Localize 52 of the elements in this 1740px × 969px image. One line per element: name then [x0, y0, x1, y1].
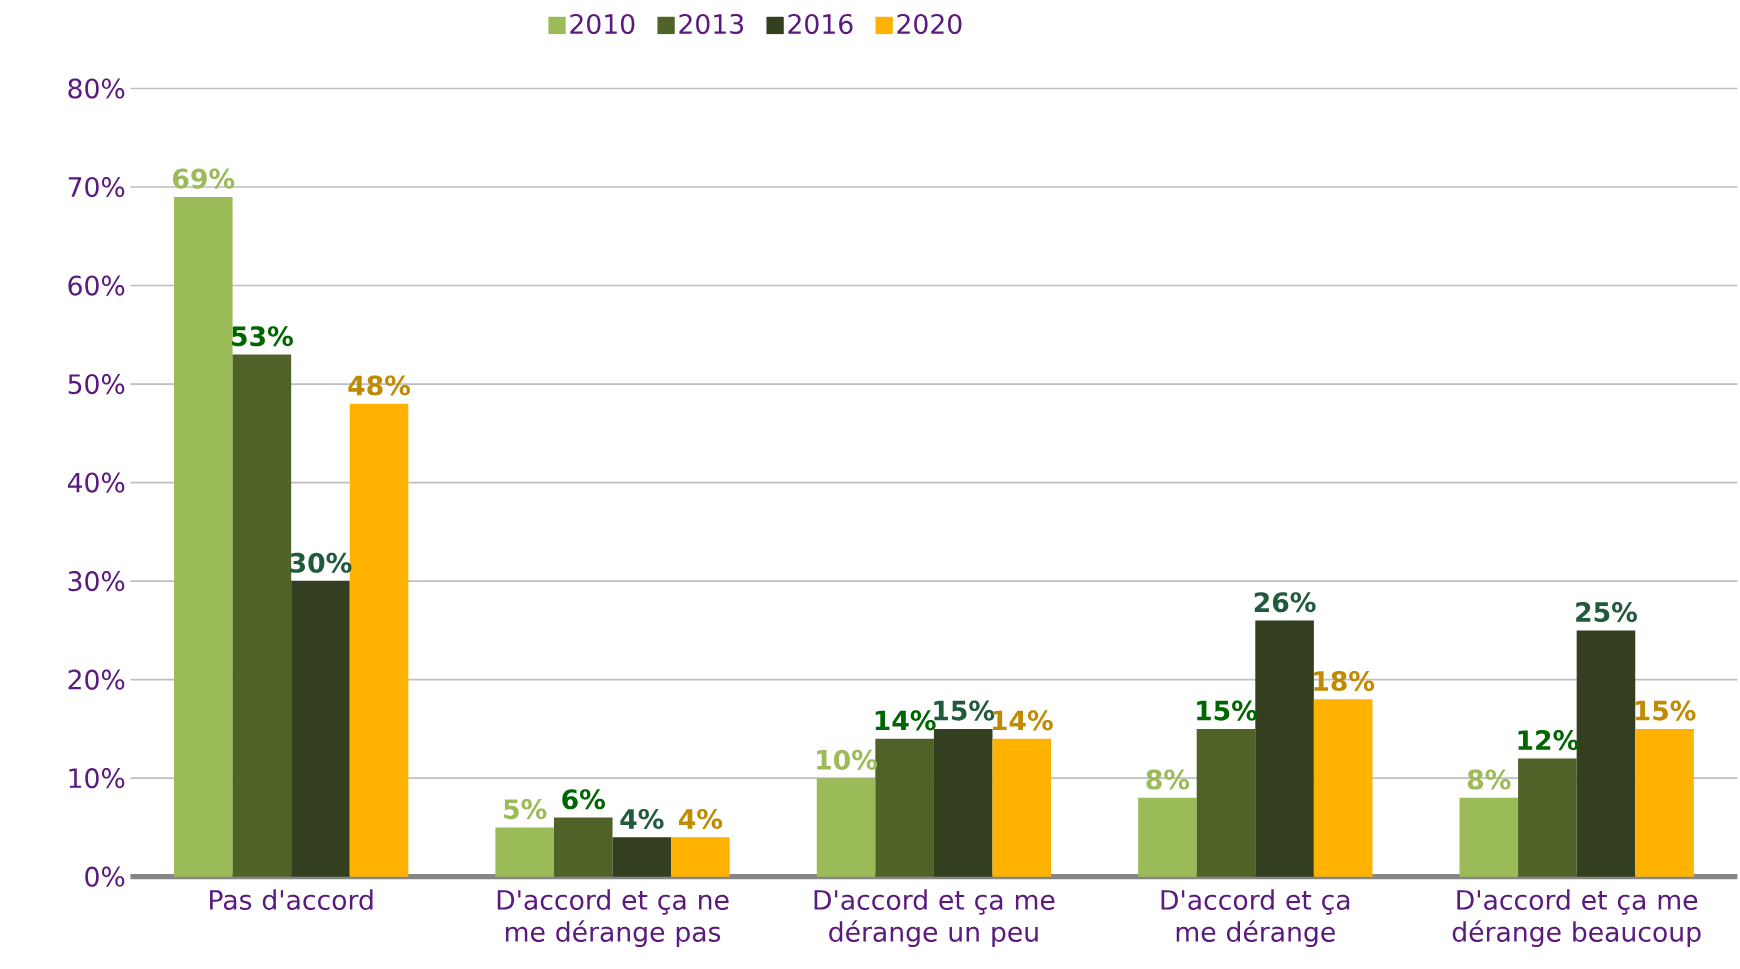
bar — [495, 827, 554, 877]
data-label: 15% — [1635, 700, 1696, 721]
bar — [291, 581, 350, 877]
bar — [1255, 620, 1314, 877]
bar — [933, 729, 993, 877]
bar — [992, 738, 1052, 877]
x-tick-label: Pas d'accord — [210, 889, 373, 911]
x-tick-label: D'accord et ça me dérange beaucoup — [1452, 889, 1701, 948]
x-tick-label: D'accord et ça ne me dérange pas — [497, 889, 729, 948]
data-label: 53% — [232, 326, 293, 347]
data-label: 5% — [504, 799, 547, 820]
data-label: 48% — [348, 375, 411, 396]
y-tick-label: 50% — [68, 374, 125, 395]
bar — [553, 817, 613, 877]
legend-label: 2016 — [788, 14, 853, 35]
bar — [1138, 798, 1197, 877]
legend-label: 2013 — [679, 14, 744, 35]
data-label: 69% — [173, 168, 235, 189]
data-label: 4% — [620, 809, 664, 830]
y-tick-label: 40% — [67, 472, 125, 493]
data-label: 8% — [1467, 769, 1511, 790]
data-label: 15% — [934, 700, 995, 721]
bar — [1635, 729, 1694, 877]
bar — [1518, 758, 1577, 877]
y-tick-label: 70% — [68, 177, 125, 198]
y-tick-label: 20% — [68, 669, 125, 690]
bar — [232, 354, 292, 877]
data-label: 14% — [992, 710, 1053, 731]
data-label: 8% — [1146, 769, 1190, 790]
y-tick-label: 10% — [69, 768, 125, 789]
bar — [174, 197, 233, 877]
bar — [875, 738, 934, 877]
y-tick-label: 60% — [68, 275, 125, 296]
data-label: 6% — [562, 789, 605, 810]
data-label: 25% — [1576, 602, 1637, 623]
x-tick-label: D'accord et ça me dérange — [1161, 889, 1350, 948]
y-tick-label: 80% — [68, 78, 125, 99]
bar — [612, 837, 672, 877]
bar — [1313, 699, 1373, 877]
bar — [1459, 798, 1519, 877]
bar — [671, 837, 730, 877]
data-label: 18% — [1314, 671, 1375, 692]
data-label: 4% — [678, 809, 723, 830]
bar — [1196, 729, 1256, 877]
x-tick-label: D'accord et ça me dérange un peu — [814, 889, 1055, 948]
legend-label: 2020 — [897, 14, 962, 35]
y-tick-label: 0% — [85, 866, 125, 887]
legend-label: 2010 — [570, 14, 635, 35]
y-tick-label: 30% — [68, 571, 125, 592]
bar — [816, 778, 876, 877]
data-label: 14% — [875, 710, 936, 731]
data-label: 26% — [1254, 592, 1316, 613]
